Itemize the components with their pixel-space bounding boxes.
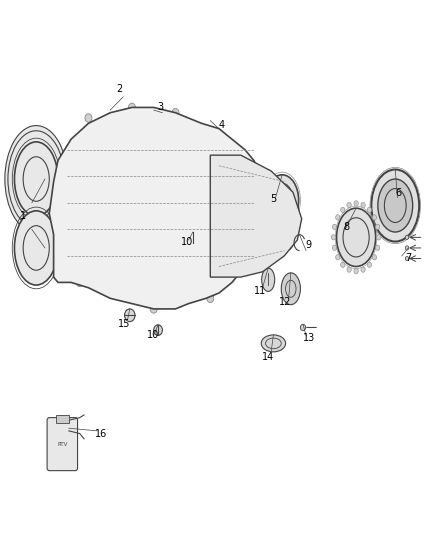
Circle shape [361, 267, 365, 272]
Polygon shape [49, 108, 262, 309]
Circle shape [377, 235, 381, 240]
Ellipse shape [8, 131, 64, 227]
Circle shape [207, 294, 214, 303]
Text: 1: 1 [20, 211, 26, 221]
Ellipse shape [265, 175, 299, 225]
Text: 6: 6 [395, 188, 401, 198]
Circle shape [124, 309, 135, 321]
Text: 15: 15 [118, 319, 131, 329]
Circle shape [372, 255, 377, 260]
Text: RTV: RTV [57, 442, 67, 447]
Circle shape [405, 235, 409, 239]
Text: 13: 13 [304, 333, 316, 343]
Ellipse shape [261, 268, 275, 292]
Ellipse shape [281, 273, 300, 305]
Circle shape [76, 278, 83, 287]
Circle shape [341, 262, 345, 268]
Circle shape [354, 269, 358, 274]
Text: 14: 14 [262, 352, 274, 361]
Text: 8: 8 [343, 222, 349, 232]
Ellipse shape [371, 169, 419, 241]
Circle shape [405, 256, 409, 261]
Text: 10: 10 [180, 237, 193, 247]
Circle shape [332, 224, 337, 230]
Text: 2: 2 [116, 84, 122, 94]
Circle shape [347, 267, 351, 272]
Circle shape [63, 167, 70, 175]
Circle shape [372, 215, 377, 220]
Circle shape [375, 245, 380, 251]
Circle shape [172, 109, 179, 117]
Text: 9: 9 [305, 240, 311, 251]
Circle shape [154, 325, 162, 335]
Text: 7: 7 [405, 253, 411, 263]
Circle shape [128, 103, 135, 112]
Circle shape [375, 224, 380, 230]
FancyBboxPatch shape [56, 415, 69, 423]
Circle shape [150, 305, 157, 313]
Circle shape [347, 203, 351, 208]
Circle shape [367, 207, 371, 213]
Circle shape [300, 324, 306, 330]
Text: 10: 10 [147, 330, 159, 341]
Circle shape [405, 246, 409, 250]
Circle shape [332, 245, 337, 251]
Circle shape [331, 235, 336, 240]
Circle shape [361, 203, 365, 208]
Ellipse shape [378, 179, 413, 232]
Text: 11: 11 [254, 286, 266, 296]
Text: 5: 5 [270, 193, 276, 204]
Text: 4: 4 [218, 120, 224, 131]
Circle shape [341, 207, 345, 213]
Ellipse shape [261, 335, 286, 352]
Circle shape [367, 262, 371, 268]
Circle shape [336, 215, 340, 220]
Polygon shape [210, 155, 302, 277]
Circle shape [85, 114, 92, 122]
Text: 12: 12 [279, 297, 291, 307]
Ellipse shape [5, 126, 67, 232]
Ellipse shape [14, 211, 58, 285]
Circle shape [188, 232, 197, 243]
Ellipse shape [336, 208, 376, 266]
Circle shape [63, 236, 70, 244]
Text: 16: 16 [95, 429, 107, 439]
Circle shape [336, 255, 340, 260]
Ellipse shape [274, 182, 299, 251]
Text: 3: 3 [157, 102, 163, 112]
Circle shape [354, 201, 358, 206]
FancyBboxPatch shape [47, 418, 78, 471]
